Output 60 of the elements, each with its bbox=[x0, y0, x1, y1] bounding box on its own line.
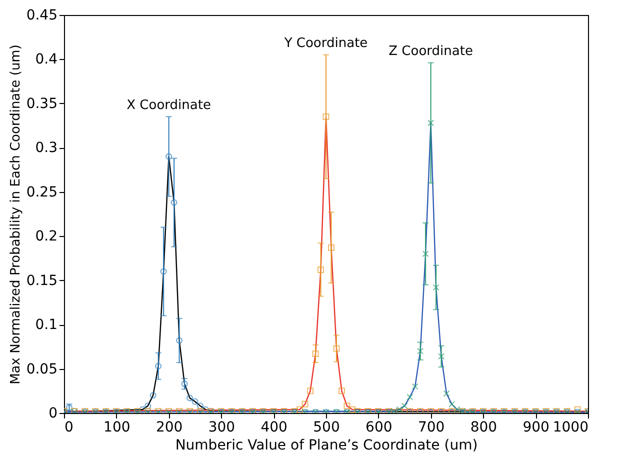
x-tick-label: 200 bbox=[156, 420, 183, 436]
point bbox=[438, 353, 445, 360]
x-tick-label: 500 bbox=[313, 420, 340, 436]
x-tick-label: 800 bbox=[470, 420, 498, 436]
x-tick-label: 700 bbox=[418, 420, 445, 436]
point bbox=[150, 392, 156, 399]
point bbox=[348, 406, 356, 413]
y-tick-label: 0.35 bbox=[26, 96, 58, 112]
annotation: X Coordinate bbox=[126, 98, 211, 113]
y-tick-label: 0.4 bbox=[35, 52, 58, 68]
point bbox=[417, 348, 424, 354]
y-tick-label: 0 bbox=[48, 406, 58, 422]
y-tick-label: 0.25 bbox=[26, 184, 58, 200]
point bbox=[333, 345, 340, 352]
y-tick-label: 0.3 bbox=[35, 140, 58, 156]
point bbox=[422, 250, 429, 258]
x-tick-label: 0 bbox=[64, 420, 74, 436]
point bbox=[176, 337, 183, 344]
point bbox=[170, 199, 178, 206]
point bbox=[448, 400, 455, 408]
point bbox=[155, 362, 162, 370]
y-tick-label: 0.45 bbox=[26, 8, 58, 24]
x-tick-label: 400 bbox=[260, 420, 288, 436]
point bbox=[432, 284, 440, 291]
point bbox=[307, 388, 314, 394]
y-tick-label: 0.1 bbox=[35, 317, 58, 334]
point bbox=[344, 402, 350, 410]
point bbox=[322, 113, 330, 120]
point bbox=[166, 153, 172, 160]
point bbox=[181, 380, 188, 388]
x-axis-title: Numberic Value of Plane’s Coordinate (um) bbox=[175, 438, 478, 454]
point bbox=[412, 383, 418, 390]
point bbox=[302, 400, 308, 408]
point bbox=[144, 402, 152, 410]
point bbox=[328, 244, 334, 251]
x-tick-label: 900 bbox=[522, 420, 550, 436]
point bbox=[443, 390, 450, 397]
point bbox=[338, 388, 345, 394]
point bbox=[312, 350, 319, 357]
point bbox=[428, 120, 434, 126]
point bbox=[296, 406, 304, 413]
point bbox=[202, 406, 209, 413]
point bbox=[186, 394, 193, 402]
x-tick-label: 1000 bbox=[552, 420, 588, 436]
y-tick-label: 0.05 bbox=[26, 361, 58, 378]
y-tick-label: 0.15 bbox=[26, 272, 58, 289]
point bbox=[192, 398, 198, 405]
point bbox=[318, 266, 324, 273]
point bbox=[139, 406, 146, 413]
annotation: Z Coordinate bbox=[388, 44, 473, 59]
x-tick-label: 300 bbox=[208, 420, 236, 436]
x-tick-label: 600 bbox=[366, 420, 392, 436]
annotation: Y Coordinate bbox=[283, 36, 368, 52]
point bbox=[406, 394, 414, 400]
y-tick-label: 0.2 bbox=[35, 228, 58, 245]
y-axis-title: Max Normalized Probability in Each Coordinate (um) bbox=[8, 44, 24, 384]
x-tick-label: 100 bbox=[104, 420, 130, 436]
point bbox=[160, 268, 167, 275]
point bbox=[401, 402, 408, 410]
point bbox=[197, 402, 204, 410]
